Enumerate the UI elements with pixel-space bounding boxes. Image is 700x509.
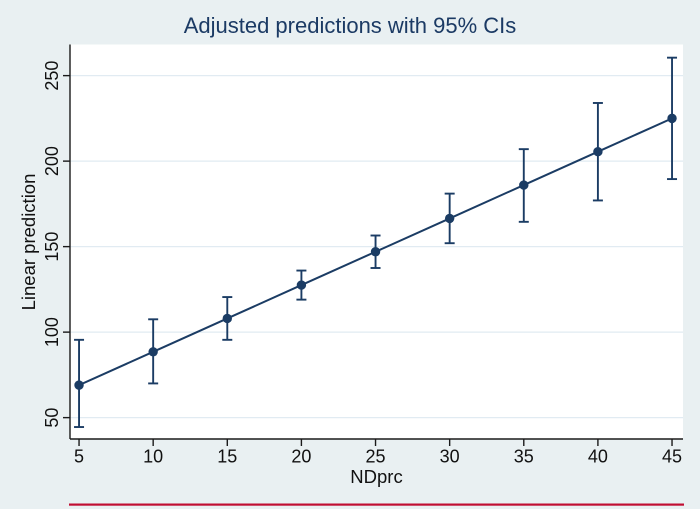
x-tick-label: 5 — [74, 447, 84, 467]
x-axis-title: NDprc — [350, 466, 403, 487]
data-point — [74, 380, 84, 390]
y-tick-label: 100 — [42, 317, 62, 347]
x-tick-label: 45 — [662, 447, 682, 467]
x-tick-label: 15 — [217, 447, 237, 467]
footer-rule — [69, 503, 684, 506]
plot-area — [70, 44, 683, 439]
y-tick-label: 150 — [42, 232, 62, 262]
chart-title: Adjusted predictions with 95% CIs — [183, 13, 517, 38]
x-tick-label: 10 — [143, 447, 163, 467]
x-tick-label: 25 — [366, 447, 386, 467]
y-tick-label: 50 — [42, 408, 62, 428]
data-point — [370, 247, 381, 257]
data-point — [444, 213, 455, 224]
x-tick-label: 20 — [291, 447, 311, 467]
x-tick-label: 35 — [514, 447, 534, 467]
y-tick-label: 200 — [42, 146, 62, 176]
data-point — [296, 280, 307, 290]
data-point — [519, 180, 529, 190]
x-tick-label: 30 — [440, 447, 460, 467]
x-tick-label: 40 — [588, 447, 608, 467]
data-point — [222, 313, 232, 324]
data-point — [667, 113, 677, 124]
data-point — [593, 147, 603, 157]
y-tick-label: 250 — [42, 61, 62, 91]
data-point — [148, 347, 158, 357]
